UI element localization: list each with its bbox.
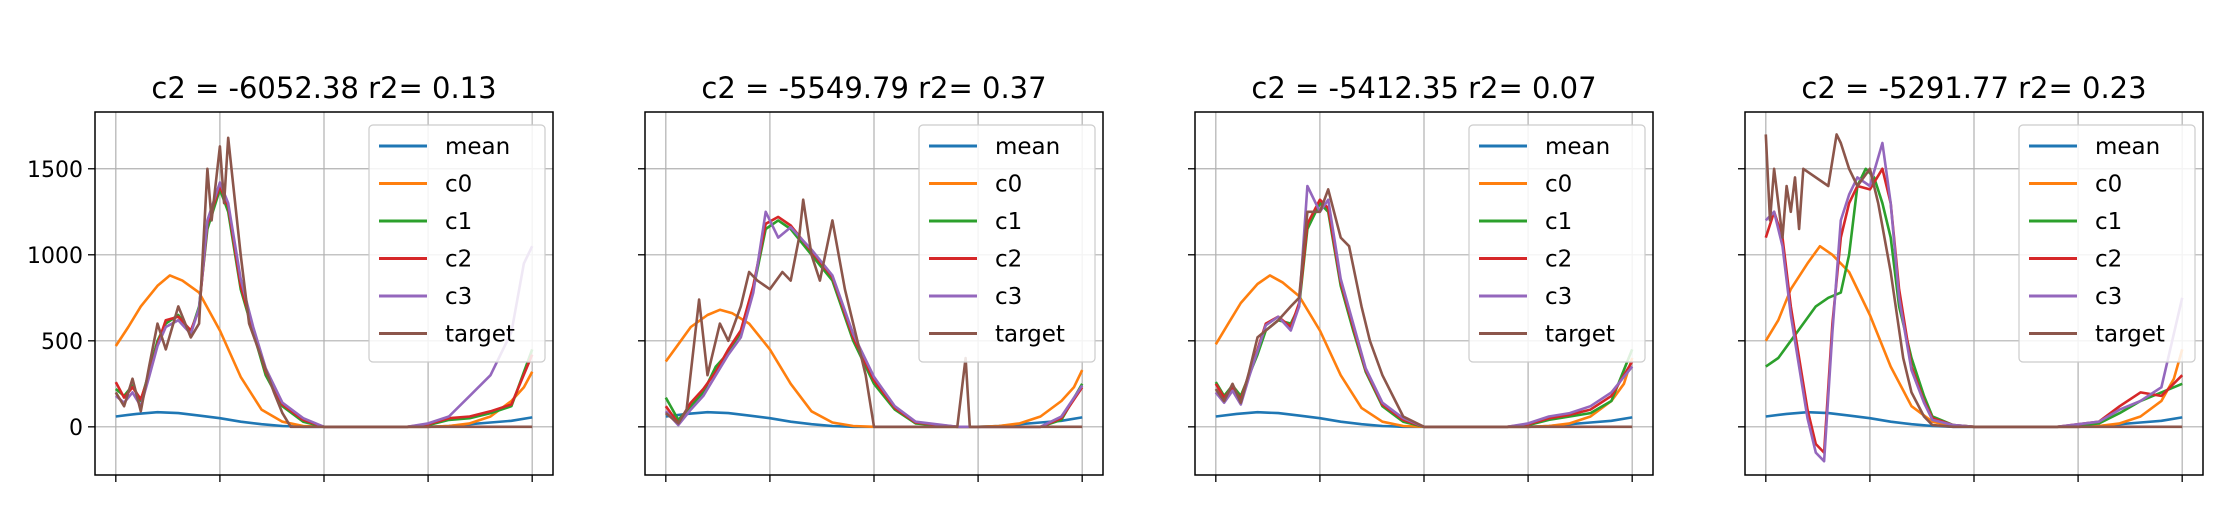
legend-label-target: target [2095, 322, 2165, 348]
series-line-c3 [1214, 184, 1634, 429]
legend-label-mean: mean [1545, 134, 1610, 160]
legend-label-c1: c1 [445, 209, 472, 235]
series-line-target [1764, 133, 2183, 429]
series-line-c0 [1764, 244, 2184, 429]
legend-label-mean: mean [2095, 134, 2160, 160]
series-line-c1 [1765, 167, 2183, 429]
subplot-4: c2 = -5291.77 r2= 0.23 mean c0 c1 c2 c3 target [1738, 71, 2204, 482]
subplot-title: c2 = -5412.35 r2= 0.07 [1251, 71, 1596, 105]
series-line-c3 [1764, 141, 2184, 463]
series-line-c0 [114, 274, 534, 429]
series-line-target [664, 198, 1083, 429]
legend-label-target: target [995, 322, 1065, 348]
subplot-1: 0 500 1000 1500 c2 = -6052.38 r2= 0.13 mean c0… [27, 71, 554, 482]
legend-label-c3: c3 [2095, 284, 2122, 310]
subplot-title: c2 = -5549.79 r2= 0.37 [701, 71, 1046, 105]
legend: mean c0 c1 c2 c3 target [1468, 124, 1646, 363]
legend: mean c0 c1 c2 c3 target [2018, 124, 2196, 363]
legend-label-target: target [1545, 322, 1615, 348]
legend-label-c1: c1 [995, 209, 1022, 235]
series-line-c0 [1214, 274, 1634, 429]
series-group [664, 198, 1084, 429]
legend-label-c1: c1 [2095, 209, 2122, 235]
subplot-2: c2 = -5549.79 r2= 0.37 mean c0 c1 c2 c3 target [638, 71, 1104, 482]
y-tick-label: 1500 [27, 158, 83, 183]
legend-label-c0: c0 [1545, 172, 1572, 198]
subplot-3: c2 = -5412.35 r2= 0.07 mean c0 c1 c2 c3 target [1188, 71, 1654, 482]
subplot-title: c2 = -6052.38 r2= 0.13 [151, 71, 496, 105]
series-line-c0 [664, 308, 1084, 429]
y-tick-label: 0 [69, 416, 83, 441]
subplot-title: c2 = -5291.77 r2= 0.23 [1801, 71, 2146, 105]
series-group [1764, 133, 2184, 463]
legend-label-c0: c0 [2095, 172, 2122, 198]
legend-label-c3: c3 [445, 284, 472, 310]
legend-label-c3: c3 [995, 284, 1022, 310]
series-group [114, 136, 534, 429]
legend-label-c2: c2 [1545, 247, 1572, 273]
legend-label-mean: mean [995, 134, 1060, 160]
legend-label-c2: c2 [2095, 247, 2122, 273]
y-tick-label: 1000 [27, 244, 83, 269]
series-group [1214, 184, 1634, 429]
legend-label-c1: c1 [1545, 209, 1572, 235]
series-line-target [1214, 188, 1633, 429]
series-line-target [114, 136, 533, 429]
legend-label-target: target [445, 322, 515, 348]
legend: mean c0 c1 c2 c3 target [918, 124, 1096, 363]
legend-label-mean: mean [445, 134, 510, 160]
legend-label-c2: c2 [995, 247, 1022, 273]
legend: mean c0 c1 c2 c3 target [368, 124, 546, 363]
legend-label-c2: c2 [445, 247, 472, 273]
y-tick-label: 500 [41, 330, 83, 355]
legend-label-c3: c3 [1545, 284, 1572, 310]
legend-label-c0: c0 [995, 172, 1022, 198]
legend-label-c0: c0 [445, 172, 472, 198]
